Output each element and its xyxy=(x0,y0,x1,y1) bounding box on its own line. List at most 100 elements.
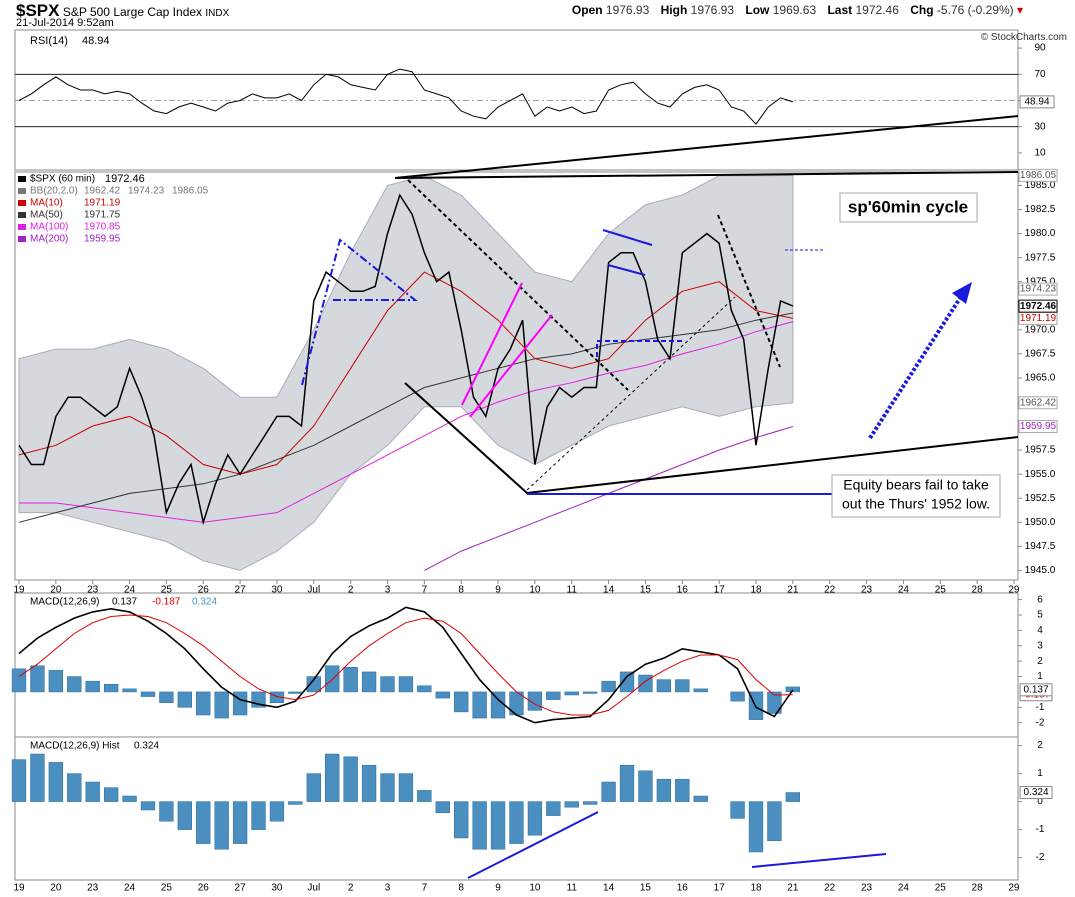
histogram-bar xyxy=(454,691,469,713)
x-tick-label: 7 xyxy=(422,883,428,894)
histogram-bar xyxy=(490,801,506,850)
index-name: S&P 500 Large Cap Index xyxy=(62,5,203,19)
legend-value: -0.187 xyxy=(152,597,181,608)
value-marker: 48.94 xyxy=(1024,97,1049,108)
histogram-bar xyxy=(417,790,432,802)
x-tick-label: 11 xyxy=(567,585,578,596)
histogram-bar xyxy=(48,762,64,802)
histogram-bar xyxy=(693,688,708,693)
legend-name: BB(20,2.0) xyxy=(30,186,78,197)
x-tick-label: 15 xyxy=(640,883,652,894)
histogram-bar xyxy=(472,801,487,850)
legend-name: $SPX (60 min) xyxy=(30,174,95,185)
y-tick-label: 30 xyxy=(1034,121,1046,132)
title: $SPX S&P 500 Large Cap Index INDX xyxy=(16,1,229,21)
histogram-bar xyxy=(417,685,432,693)
y-tick-label: -2 xyxy=(1036,717,1045,728)
histogram-bar xyxy=(767,801,782,842)
histogram-bar xyxy=(435,691,450,699)
x-tick-label: 27 xyxy=(235,883,247,894)
histogram-bar xyxy=(546,801,561,816)
y-tick-label: 1980.0 xyxy=(1025,228,1056,239)
x-tick-label: 24 xyxy=(124,883,136,894)
histogram-bar xyxy=(288,691,303,694)
quote: Open 1976.93 High 1976.93 Low 1969.63 La… xyxy=(564,3,1023,17)
x-tick-label: Jul xyxy=(307,585,320,596)
histogram-bar xyxy=(325,753,340,802)
quote-value: 1969.63 xyxy=(772,3,817,17)
x-tick-label: 29 xyxy=(1008,585,1020,596)
histogram-bar xyxy=(638,674,653,693)
legend-value: 1971.75 xyxy=(84,210,121,221)
plots xyxy=(11,47,1022,859)
quote-pct: (-0.29%) xyxy=(967,3,1014,17)
value-marker: 1986.05 xyxy=(1020,170,1057,181)
histogram-bar xyxy=(48,670,64,693)
legend-name: MACD(12,26,9) Hist xyxy=(30,741,120,752)
histogram-bar xyxy=(30,665,45,693)
x-tick-label: 21 xyxy=(787,883,799,894)
value-marker-box xyxy=(1018,396,1058,410)
flag-line xyxy=(607,264,646,276)
legend-name: RSI(14) xyxy=(30,35,68,47)
y-tick-label: 1 xyxy=(1037,768,1043,779)
x-tick-label: 17 xyxy=(714,585,726,596)
x-tick-label: 9 xyxy=(495,585,501,596)
histogram-bar xyxy=(730,691,745,702)
x-tick-label: 30 xyxy=(271,585,283,596)
y-tick-label: 1977.5 xyxy=(1025,252,1056,263)
y-tick-label: 1 xyxy=(1037,671,1043,682)
annotation: sp'60min cycle xyxy=(848,197,968,216)
histogram-bar xyxy=(583,691,598,694)
legend-name: MA(200) xyxy=(30,234,68,245)
x-tick-label: 18 xyxy=(750,585,762,596)
x-tick-label: 29 xyxy=(1008,883,1020,894)
y-tick-label: 1947.5 xyxy=(1025,541,1056,552)
value-marker-box xyxy=(1019,95,1055,109)
legend-value: 1986.05 xyxy=(172,186,209,197)
value-marker: 0.324 xyxy=(1023,787,1048,798)
histogram-bar xyxy=(693,795,708,802)
x-tick-label: 23 xyxy=(861,883,873,894)
value-marker: 1971.19 xyxy=(1020,313,1057,324)
x-tick-label: 9 xyxy=(495,883,501,894)
legend-swatch xyxy=(18,188,26,194)
quote-value: 1976.93 xyxy=(690,3,735,17)
x-tick-label: 28 xyxy=(972,883,984,894)
y-tick-label: -2 xyxy=(1036,852,1045,863)
histogram-bar xyxy=(435,801,450,814)
legend-swatch xyxy=(18,176,26,182)
histogram-bar xyxy=(343,756,358,802)
histogram-bar xyxy=(85,680,100,693)
x-tick-label: 27 xyxy=(235,585,247,596)
credit: © StockCharts.com xyxy=(980,32,1067,43)
histogram-bar xyxy=(196,801,211,844)
histogram-bar xyxy=(232,801,248,844)
x-tick-label: 26 xyxy=(198,883,210,894)
y-tick-label: 10 xyxy=(1034,148,1046,159)
annotation-box xyxy=(831,474,1001,518)
histogram-bar xyxy=(564,691,579,696)
value-marker: 1972.46 xyxy=(1020,301,1057,312)
quote-label: High xyxy=(660,3,688,17)
legend-value: 1962.42 xyxy=(84,186,121,197)
channel-line xyxy=(469,314,553,418)
value-marker: 1974.23 xyxy=(1020,284,1057,295)
histogram-bar xyxy=(454,801,469,839)
x-tick-label: 10 xyxy=(529,585,541,596)
histogram-bar xyxy=(159,801,174,822)
histogram-bar xyxy=(398,773,414,802)
arrow-head xyxy=(952,282,972,304)
moving-average xyxy=(19,321,794,523)
histogram-bar xyxy=(214,691,229,719)
x-tick-label: 22 xyxy=(824,883,836,894)
y-tick-label: -1 xyxy=(1036,824,1045,835)
value-marker: 0.137 xyxy=(1023,684,1048,695)
y-tick-label: 0 xyxy=(1037,796,1043,807)
x-tick-label: Jul xyxy=(307,883,320,894)
value-marker-box xyxy=(1019,683,1053,697)
legend-name: MA(10) xyxy=(30,198,63,209)
histogram-bar xyxy=(103,683,119,693)
trend-line xyxy=(717,214,781,368)
